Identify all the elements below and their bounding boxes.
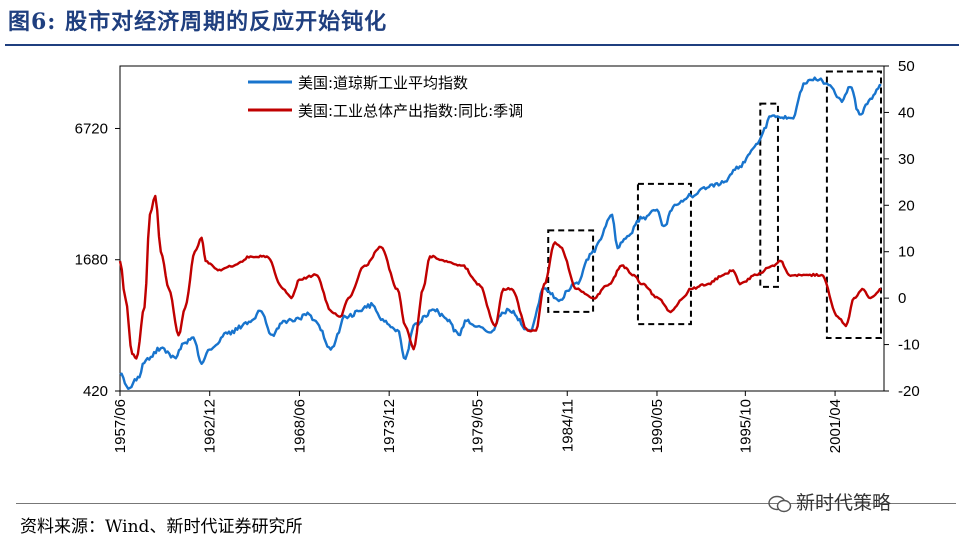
y-left-tick-label: 6720 (75, 120, 108, 137)
y-right-tick-label: 40 (898, 104, 915, 121)
series-layer (118, 76, 882, 390)
y-right-tick-label: 20 (898, 197, 915, 214)
x-tick-label: 1979/05 (470, 399, 487, 453)
y-right-tick-label: 10 (898, 244, 915, 261)
y-left-tick-label: 420 (83, 383, 108, 400)
series-line-dow-jones (119, 76, 882, 390)
y-right-tick-label: -20 (898, 383, 920, 400)
x-tick-label: 2001/04 (827, 399, 844, 453)
x-tick-label: 1962/12 (202, 399, 219, 453)
title-rule (5, 44, 959, 46)
plot-area (119, 65, 885, 392)
y-left-tick-label: 1680 (75, 252, 108, 269)
axis-ticks: 1957/06 1962/12 1968/06 1973/12 1979/05 1984/… (75, 58, 920, 453)
x-tick-label: 1984/11 (559, 399, 576, 452)
series-line-industrial-output-yoy (118, 194, 882, 360)
watermark: 新时代策略 (768, 488, 891, 515)
legend: 美国:道琼斯工业平均指数 美国:工业总体产出指数:同比:季调 (248, 74, 523, 120)
y-right-tick-label: 30 (898, 151, 915, 168)
source-note: 资料来源：Wind、新时代证券研究所 (20, 517, 303, 537)
x-tick-label: 1990/05 (649, 399, 666, 453)
watermark-text: 新时代策略 (796, 492, 892, 514)
x-tick-label: 1995/10 (737, 399, 754, 453)
legend-label-ip: 美国:工业总体产出指数:同比:季调 (298, 102, 523, 120)
annotation-box (636, 182, 692, 326)
x-tick-label: 1968/06 (291, 399, 308, 453)
x-tick-label: 1957/06 (112, 399, 129, 453)
chart: 1957/06 1962/12 1968/06 1973/12 1979/05 1984/… (75, 58, 920, 453)
y-right-tick-label: -10 (898, 337, 920, 354)
y-right-tick-label: 50 (898, 58, 915, 75)
footer-rule (16, 503, 956, 504)
plot-frame (119, 65, 885, 392)
figure-title: 图6: 股市对经济周期的反应开始钝化 (8, 9, 388, 35)
legend-label-dji: 美国:道琼斯工业平均指数 (298, 74, 468, 92)
y-right-tick-label: 0 (898, 290, 906, 307)
wechat-icon (768, 495, 792, 512)
x-tick-label: 1973/12 (381, 399, 398, 453)
annotation-box (759, 102, 779, 288)
